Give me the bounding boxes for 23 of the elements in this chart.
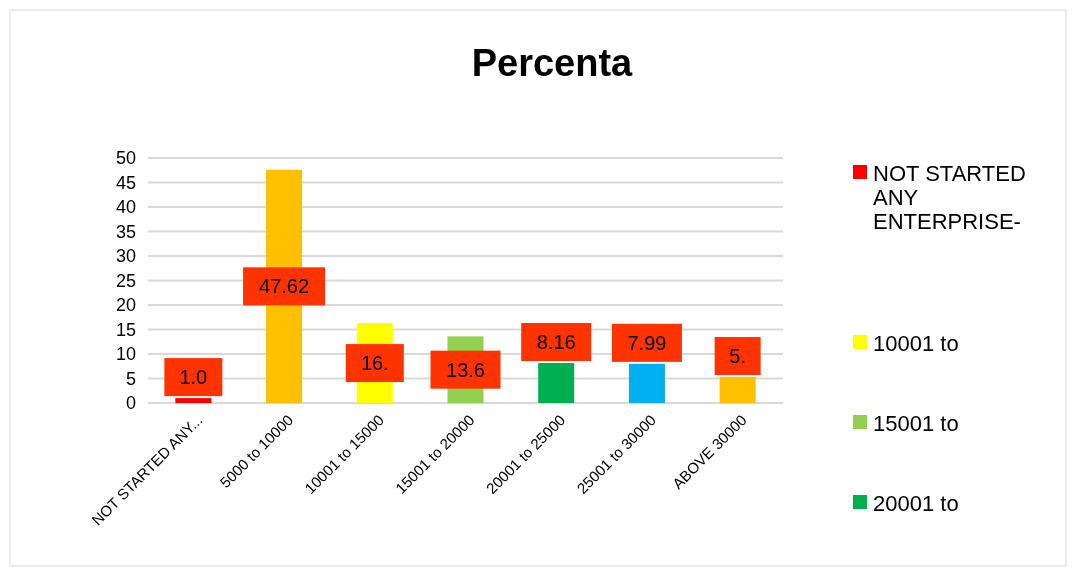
- chart-title: Percenta: [471, 42, 634, 84]
- y-tick-label: 0: [125, 393, 136, 414]
- y-tick-label: 40: [115, 197, 136, 218]
- legend-label: 20001 to: [873, 490, 959, 516]
- legend-label: 15001 to: [873, 410, 959, 436]
- data-label: 1.0: [179, 366, 208, 389]
- data-label: 47.62: [259, 275, 310, 298]
- y-tick-label: 45: [115, 172, 136, 193]
- y-tick-label: 5: [125, 368, 136, 389]
- y-tick-label: 25: [115, 270, 136, 291]
- data-label: 13.6: [446, 358, 485, 381]
- data-label: 16.: [360, 352, 389, 375]
- y-tick-label: 15: [115, 319, 136, 340]
- y-tick-label: 30: [115, 246, 136, 267]
- data-label: 7.99: [627, 331, 667, 354]
- y-tick-label: 35: [115, 221, 136, 242]
- y-tick-label: 10: [115, 344, 136, 365]
- y-tick-label: 20: [115, 295, 136, 316]
- y-tick-label: 50: [115, 148, 136, 169]
- data-label: 8.16: [536, 331, 576, 354]
- legend-label: 10001 to: [873, 330, 959, 356]
- data-label: 5.: [729, 345, 746, 368]
- legend-label: NOT STARTED ANY ENTERPRISE-: [873, 160, 1026, 234]
